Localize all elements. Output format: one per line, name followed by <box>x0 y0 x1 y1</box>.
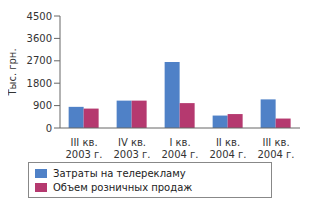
svg-text:2004 г.: 2004 г. <box>257 149 294 158</box>
html-text:Затраты на телерекламу: Затраты на телерекламу <box>53 167 186 179</box>
svg-text:2004 г.: 2004 г. <box>161 149 198 158</box>
svg-text:2003 г.: 2003 г. <box>113 149 150 158</box>
html-text:Объем розничных продаж: Объем розничных продаж <box>53 181 193 193</box>
svg-text:III кв.: III кв. <box>70 137 97 148</box>
svg-text:3600: 3600 <box>27 33 52 44</box>
svg-text:2003 г.: 2003 г. <box>65 149 102 158</box>
svg-text:Тыс. грн.: Тыс. грн. <box>8 48 18 96</box>
svg-text:2004 г.: 2004 г. <box>209 149 246 158</box>
svg-text:III кв.: III кв. <box>262 137 289 148</box>
svg-text:II кв.: II кв. <box>216 137 240 148</box>
svg-text:1800: 1800 <box>27 78 52 89</box>
svg-text:0: 0 <box>46 123 52 134</box>
svg-text:2700: 2700 <box>27 55 52 66</box>
svg-text:4500: 4500 <box>27 11 52 22</box>
svg-text:I кв.: I кв. <box>169 137 190 148</box>
svg-text:IV кв.: IV кв. <box>118 137 146 148</box>
svg-text:900: 900 <box>33 100 52 111</box>
